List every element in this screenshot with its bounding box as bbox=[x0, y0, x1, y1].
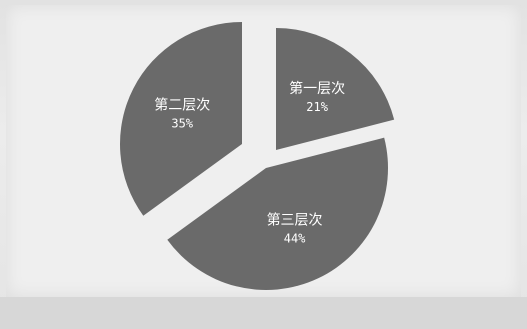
pie-slice-1 bbox=[276, 28, 395, 150]
slice-label-3: 第三层次 bbox=[267, 212, 323, 229]
slice-value-2: 35% bbox=[171, 117, 193, 131]
slice-value-1: 21% bbox=[306, 100, 328, 114]
pie-slice-2 bbox=[120, 22, 242, 216]
pie-slice-3 bbox=[167, 137, 388, 290]
pie-labels: 第一层次 21% 第三层次 44% 第二层次 35% bbox=[154, 80, 345, 246]
slice-label-2: 第二层次 bbox=[154, 97, 210, 114]
slice-label-1: 第一层次 bbox=[289, 80, 345, 97]
bottom-margin bbox=[0, 297, 527, 329]
slice-value-3: 44% bbox=[284, 232, 306, 246]
pie-slices bbox=[120, 22, 395, 290]
